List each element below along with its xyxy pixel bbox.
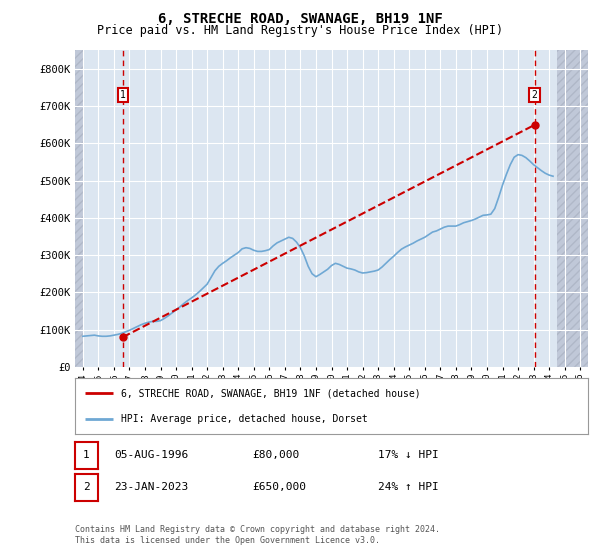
Text: £80,000: £80,000 bbox=[252, 450, 299, 460]
Text: 23-JAN-2023: 23-JAN-2023 bbox=[114, 482, 188, 492]
Text: Price paid vs. HM Land Registry's House Price Index (HPI): Price paid vs. HM Land Registry's House … bbox=[97, 24, 503, 37]
Text: 1: 1 bbox=[83, 450, 90, 460]
Text: 1: 1 bbox=[120, 90, 126, 100]
Text: 17% ↓ HPI: 17% ↓ HPI bbox=[378, 450, 439, 460]
Text: This data is licensed under the Open Government Licence v3.0.: This data is licensed under the Open Gov… bbox=[75, 536, 380, 545]
Text: 2: 2 bbox=[83, 482, 90, 492]
Text: Contains HM Land Registry data © Crown copyright and database right 2024.: Contains HM Land Registry data © Crown c… bbox=[75, 525, 440, 534]
Bar bbox=[75, 50, 83, 367]
Text: HPI: Average price, detached house, Dorset: HPI: Average price, detached house, Dors… bbox=[121, 414, 368, 424]
Text: 2: 2 bbox=[532, 90, 538, 100]
Bar bbox=[557, 50, 588, 367]
Text: 05-AUG-1996: 05-AUG-1996 bbox=[114, 450, 188, 460]
Text: 6, STRECHE ROAD, SWANAGE, BH19 1NF (detached house): 6, STRECHE ROAD, SWANAGE, BH19 1NF (deta… bbox=[121, 388, 421, 398]
Text: 24% ↑ HPI: 24% ↑ HPI bbox=[378, 482, 439, 492]
Text: 6, STRECHE ROAD, SWANAGE, BH19 1NF: 6, STRECHE ROAD, SWANAGE, BH19 1NF bbox=[158, 12, 442, 26]
Text: £650,000: £650,000 bbox=[252, 482, 306, 492]
